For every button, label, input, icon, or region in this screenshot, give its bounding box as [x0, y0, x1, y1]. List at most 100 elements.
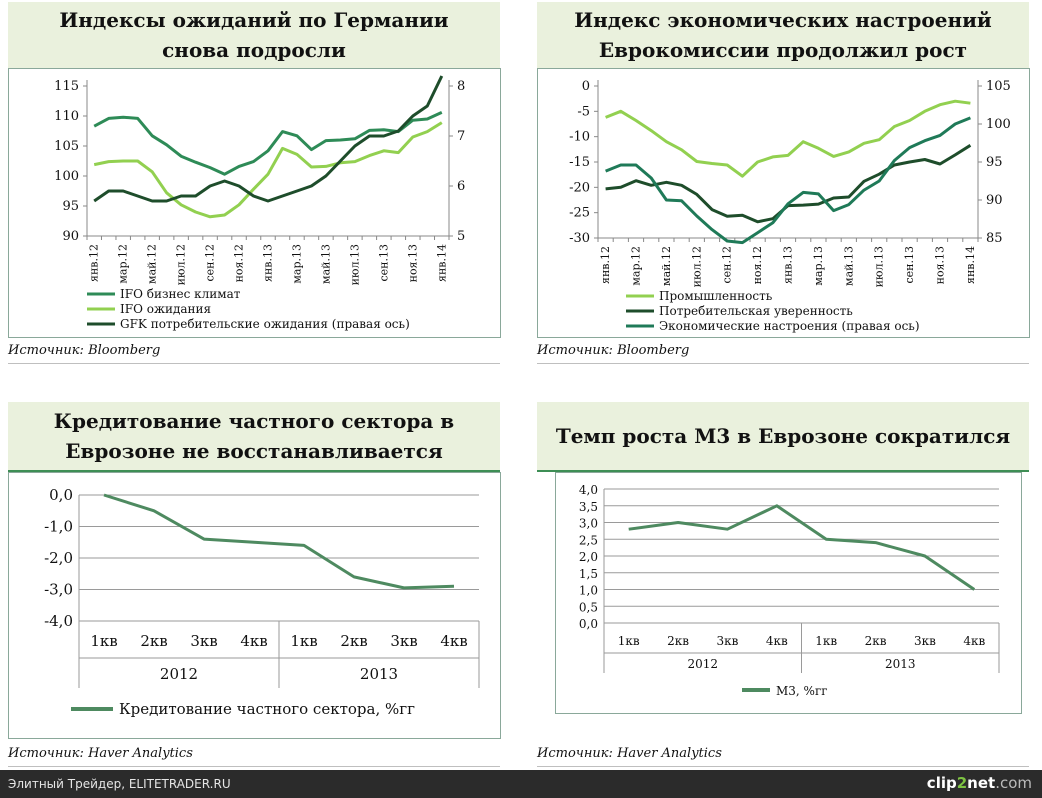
chart1-x-tick-label: июл.13 [348, 244, 361, 285]
chart2-title-box: Индекс экономических настроений Еврокоми… [537, 2, 1029, 70]
chart4-y-tick-label: 1,5 [579, 567, 598, 581]
chart1-series-line-1 [93, 111, 443, 176]
chart2-x-tick-label: мар.12 [630, 246, 643, 286]
logo-part-a: clip [926, 774, 957, 792]
chart4-y-tick-label: 4,0 [579, 483, 598, 497]
chart3-group-label: 2013 [360, 665, 398, 683]
chart3-x-tick-label: 4кв [240, 632, 267, 650]
chart2-x-tick-label: ноя.13 [934, 246, 947, 284]
chart2-series-line-1 [605, 99, 971, 178]
chart4-group-label: 2013 [885, 657, 916, 671]
chart3-x-tick-label: 4кв [440, 632, 467, 650]
chart1-plot-area: 90 95 100 105 110 115 5 6 7 8 янв.12 мар.12 май.12 ию… [8, 68, 501, 338]
chart4-y-tick-label: 0,0 [579, 617, 598, 631]
chart4-x-tick-label: 3кв [716, 634, 738, 648]
chart3-x-tick-label: 1кв [90, 632, 117, 650]
chart4-y-tick-label: 2,5 [579, 533, 598, 547]
chart1-left-tick-label: 115 [54, 79, 79, 94]
chart4-title-box: Темп роста М3 в Еврозоне сократился [537, 402, 1029, 472]
chart2-left-tick-label: -20 [569, 180, 590, 195]
chart1-title: Индексы ожиданий по Германии снова подро… [59, 8, 449, 62]
chart3-source-rule [8, 766, 500, 767]
chart1-series-line-2 [93, 121, 443, 219]
chart1-left-tick-label: 95 [62, 199, 79, 214]
chart4-y-tick-label: 3,0 [579, 517, 598, 531]
chart1-x-tick-label: ноя.13 [406, 244, 419, 282]
chart1-x-tick-label: янв.13 [262, 244, 275, 282]
chart4-title: Темп роста М3 в Еврозоне сократился [555, 424, 1011, 448]
chart1-x-tick-label: мар.12 [117, 244, 130, 284]
chart3-legend-label-1: Кредитование частного сектора, %гг [119, 700, 415, 718]
chart1-left-tick-label: 110 [54, 109, 79, 124]
chart4-x-tick-label: 4кв [963, 634, 985, 648]
chart1-left-tick-label: 90 [62, 229, 79, 244]
chart2-plot-area: 0 -5 -10 -15 -20 -25 -30 85 90 95 100 105 янв.12 мар.… [537, 68, 1030, 338]
chart1-x-tick-label: май.12 [146, 244, 159, 284]
chart1-left-tick-label: 100 [54, 169, 79, 184]
chart4-x-tick-label: 1кв [815, 634, 837, 648]
chart2-x-tick-label: июл.12 [690, 246, 703, 287]
chart4-x-tick-label: 3кв [914, 634, 936, 648]
chart1-x-tick-label: сен.12 [204, 244, 217, 282]
chart2-left-tick-label: -10 [569, 130, 590, 145]
chart3-y-tick-label: -2,0 [44, 549, 73, 567]
chart2-left-tick-label: -25 [569, 206, 590, 221]
chart4-y-tick-label: 2,0 [579, 550, 598, 564]
chart2-legend-label-2: Потребительская уверенность [659, 304, 853, 318]
chart2-right-tick-label: 100 [986, 117, 1011, 132]
chart4-source-rule [537, 766, 1029, 767]
chart1-source-rule [8, 363, 500, 364]
chart1-right-tick-label: 8 [457, 79, 465, 94]
chart1-series-line-3 [93, 75, 444, 203]
chart1-x-tick-label: мар.13 [290, 244, 303, 284]
chart3-x-tick-label: 1кв [290, 632, 317, 650]
chart4-y-tick-label: 3,5 [579, 500, 598, 514]
chart2-x-tick-label: ноя.12 [751, 246, 764, 284]
chart4-svg: 0,0 0,5 1,0 1,5 2,0 2,5 3,0 3,5 4,0 1кв 2кв 3кв 4кв 1… [579, 483, 1000, 698]
chart4-plot-area: 0,0 0,5 1,0 1,5 2,0 2,5 3,0 3,5 4,0 1кв 2кв 3кв 4кв 1… [555, 472, 1022, 714]
logo-part-b: 2 [956, 774, 968, 792]
chart1-source: Источник: Bloomberg [8, 343, 161, 358]
chart3-group-label: 2012 [160, 665, 198, 683]
chart2-legend-label-1: Промышленность [659, 289, 773, 303]
chart2-right-tick-label: 95 [986, 155, 1003, 170]
chart4-x-tick-label: 1кв [618, 634, 640, 648]
chart2-legend-label-3: Экономические настроения (правая ось) [659, 319, 920, 333]
chart1-legend-label-1: IFO бизнес климат [120, 287, 241, 301]
chart2-source: Источник: Bloomberg [537, 343, 690, 358]
chart1-x-tick-label: июл.12 [175, 244, 188, 285]
chart4-y-tick-label: 1,0 [579, 584, 598, 598]
chart3-svg: 0,0 -1,0 -2,0 -3,0 -4,0 1кв 2кв 3кв 4кв 1кв 2кв 3кв… [44, 486, 480, 718]
chart2-right-tick-label: 90 [986, 193, 1003, 208]
chart2-x-tick-label: июл.13 [873, 246, 886, 287]
chart2-x-tick-label: май.13 [842, 246, 855, 286]
chart3-plot-area: 0,0 -1,0 -2,0 -3,0 -4,0 1кв 2кв 3кв 4кв 1кв 2кв 3кв… [8, 472, 501, 739]
chart2-series-line-3 [605, 116, 971, 245]
chart2-right-tick-label: 105 [986, 79, 1011, 94]
chart2-right-tick-label: 85 [986, 231, 1003, 246]
chart2-title: Индекс экономических настроений Еврокоми… [574, 8, 992, 62]
chart1-x-tick-label: янв.12 [88, 244, 101, 282]
clip2net-logo[interactable]: clip2net.com [927, 774, 1032, 792]
chart3-y-tick-label: 0,0 [49, 486, 73, 504]
chart1-left-tick-label: 105 [54, 139, 79, 154]
chart2-left-tick-label: -15 [569, 155, 590, 170]
chart2-x-tick-label: мар.13 [812, 246, 825, 286]
chart2-x-tick-label: янв.13 [782, 246, 795, 284]
chart3-title: Кредитование частного сектора в Еврозоне… [53, 409, 455, 463]
chart3-x-tick-label: 3кв [190, 632, 217, 650]
chart2-x-tick-label: янв.14 [964, 246, 977, 284]
chart3-x-tick-label: 2кв [140, 632, 167, 650]
chart1-right-tick-label: 6 [457, 179, 465, 194]
chart4-x-tick-label: 4кв [766, 634, 788, 648]
logo-part-d: .com [995, 774, 1032, 792]
chart3-source: Источник: Haver Analytics [8, 746, 193, 761]
chart2-left-tick-label: 0 [582, 79, 590, 94]
chart2-left-tick-label: -5 [577, 104, 590, 119]
footer-bar: Элитный Трейдер, ELITETRADER.RU clip2net… [0, 770, 1042, 798]
chart4-y-tick-label: 0,5 [579, 600, 598, 614]
chart1-x-tick-label: сен.13 [377, 244, 390, 282]
chart4-source: Источник: Haver Analytics [537, 746, 722, 761]
chart3-title-box: Кредитование частного сектора в Еврозоне… [8, 402, 500, 472]
chart1-legend-label-2: IFO ожидания [120, 302, 211, 316]
